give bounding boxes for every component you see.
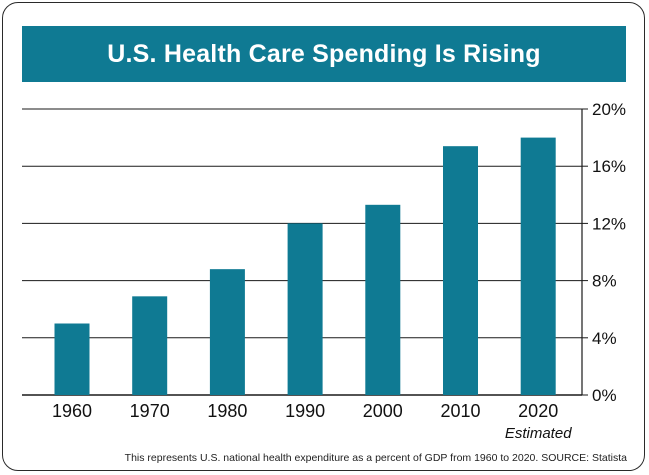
ytick-label: 0% xyxy=(592,386,617,405)
xtick-label: 1970 xyxy=(130,401,170,421)
bar-2020 xyxy=(520,137,556,395)
ytick-label: 8% xyxy=(592,272,617,291)
xtick-label: 2020 xyxy=(518,401,558,421)
bar-2010 xyxy=(443,146,478,395)
ytick-label: 16% xyxy=(592,157,626,176)
ytick-label: 20% xyxy=(592,100,626,119)
xtick-sublabel: Estimated xyxy=(505,425,572,442)
xtick-label: 1990 xyxy=(285,401,325,421)
xtick-label: 1960 xyxy=(52,401,92,421)
bars xyxy=(54,137,556,395)
bar-1970 xyxy=(132,296,168,395)
x-axis-labels: 1960 1970 1980 1990 2000 2010 2020 Estimated xyxy=(52,401,572,442)
footnote: This represents U.S. national health exp… xyxy=(124,452,627,464)
ytick-label: 4% xyxy=(592,329,617,348)
bar-2000 xyxy=(365,204,401,395)
chart-title: U.S. Health Care Spending Is Rising xyxy=(22,26,626,82)
bar-1990 xyxy=(287,223,323,395)
xtick-label: 2010 xyxy=(440,401,480,421)
xtick-label: 2000 xyxy=(363,401,403,421)
bar-1980 xyxy=(209,269,245,395)
y-axis-ticks: 0% 4% 8% 12% 16% 20% xyxy=(592,100,626,405)
xtick-label: 1980 xyxy=(207,401,247,421)
ytick-label: 12% xyxy=(592,214,626,233)
bar-1960 xyxy=(54,323,90,395)
